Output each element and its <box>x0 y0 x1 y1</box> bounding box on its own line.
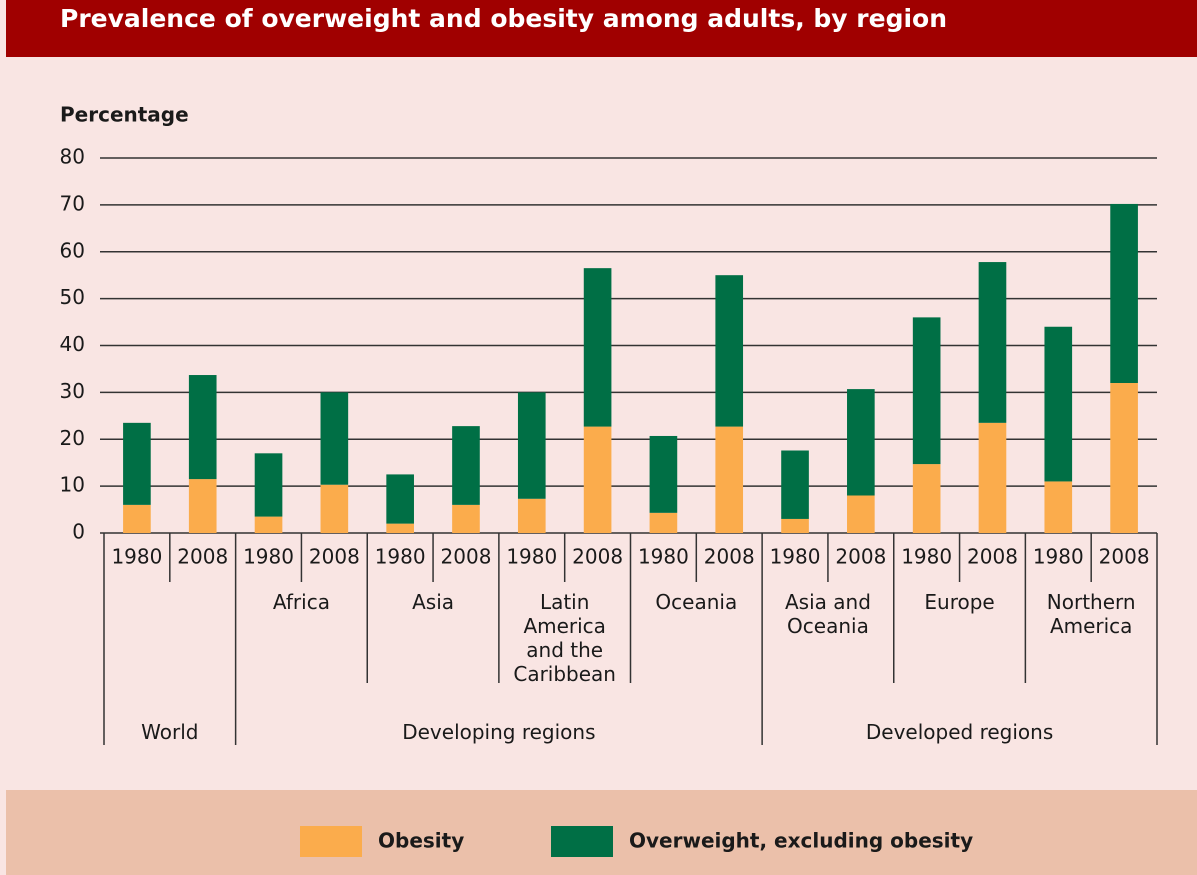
x-tick-label: 2008 <box>1099 545 1150 569</box>
x-tick-label: 2008 <box>441 545 492 569</box>
legend-label: Overweight, excluding obesity <box>629 829 973 853</box>
bar-segment <box>715 426 744 533</box>
x-tick-label: 1980 <box>506 545 557 569</box>
region-label: Latin America and the Caribbean <box>513 590 616 686</box>
bar-segment <box>715 275 744 427</box>
x-tick-label: 1980 <box>638 545 689 569</box>
y-tick-label: 50 <box>60 285 85 309</box>
bar-segment <box>978 262 1007 423</box>
bar-segment <box>1110 203 1138 383</box>
bar-segment <box>452 504 480 533</box>
y-tick-label: 40 <box>60 332 85 356</box>
x-tick-label: 2008 <box>967 545 1018 569</box>
legend-swatch <box>300 826 362 857</box>
bar-segment <box>386 474 414 524</box>
bar-segment <box>1044 481 1073 533</box>
x-tick-label: 2008 <box>835 545 886 569</box>
x-tick-label: 1980 <box>1033 545 1084 569</box>
bar-segment <box>649 512 678 533</box>
chart-title: Prevalence of overweight and obesity amo… <box>60 4 947 33</box>
y-tick-label: 30 <box>60 379 85 403</box>
bar-segment <box>517 498 546 533</box>
y-tick-label: 70 <box>60 191 85 215</box>
bar-segment <box>517 392 546 499</box>
group-label: Developing regions <box>402 720 596 744</box>
group-label: World <box>141 720 199 744</box>
x-tick-label: 2008 <box>704 545 755 569</box>
legend-label: Obesity <box>378 829 464 853</box>
region-label: Oceania <box>655 590 738 614</box>
x-tick-label: 1980 <box>243 545 294 569</box>
bar-segment <box>123 504 151 533</box>
bar-segment <box>386 523 414 533</box>
bar-segment <box>781 518 809 533</box>
bar-segment <box>188 479 217 533</box>
bar-segment <box>583 268 612 427</box>
x-tick-label: 1980 <box>770 545 821 569</box>
y-tick-label: 0 <box>72 520 85 544</box>
bar-segment <box>847 495 875 533</box>
x-tick-label: 2008 <box>177 545 228 569</box>
x-tick-label: 1980 <box>375 545 426 569</box>
bar-segment <box>847 389 875 496</box>
group-label: Developed regions <box>865 720 1054 744</box>
bar-segment <box>781 450 809 519</box>
bar-segment <box>912 464 941 533</box>
bar-segment <box>978 422 1007 533</box>
bar-segment <box>1110 383 1138 533</box>
region-label: Asia and Oceania <box>784 590 871 638</box>
title-bar <box>6 0 1197 57</box>
region-label: Africa <box>272 590 330 614</box>
x-tick-label: 2008 <box>309 545 360 569</box>
legend-swatch <box>551 826 613 857</box>
bar-segment <box>452 426 480 505</box>
x-tick-label: 2008 <box>572 545 623 569</box>
x-tick-label: 1980 <box>111 545 162 569</box>
y-tick-label: 20 <box>60 426 85 450</box>
y-tick-label: 80 <box>60 145 85 169</box>
bar-segment <box>649 435 678 513</box>
y-tick-label: 10 <box>60 473 85 497</box>
y-tick-label: 60 <box>60 238 85 262</box>
region-label: Europe <box>924 590 995 614</box>
x-tick-label: 1980 <box>901 545 952 569</box>
bar-segment <box>188 375 217 480</box>
bar-segment <box>912 317 941 465</box>
region-label: Northern America <box>1046 590 1136 638</box>
bar-segment <box>583 426 612 533</box>
bar-segment <box>320 484 349 533</box>
bar-segment <box>254 516 283 533</box>
bar-segment <box>1044 326 1073 482</box>
bar-segment <box>254 453 283 517</box>
bar-segment <box>320 392 349 485</box>
region-label: Asia <box>412 590 455 614</box>
bar-segment <box>123 422 151 505</box>
y-axis-label: Percentage <box>60 103 189 127</box>
